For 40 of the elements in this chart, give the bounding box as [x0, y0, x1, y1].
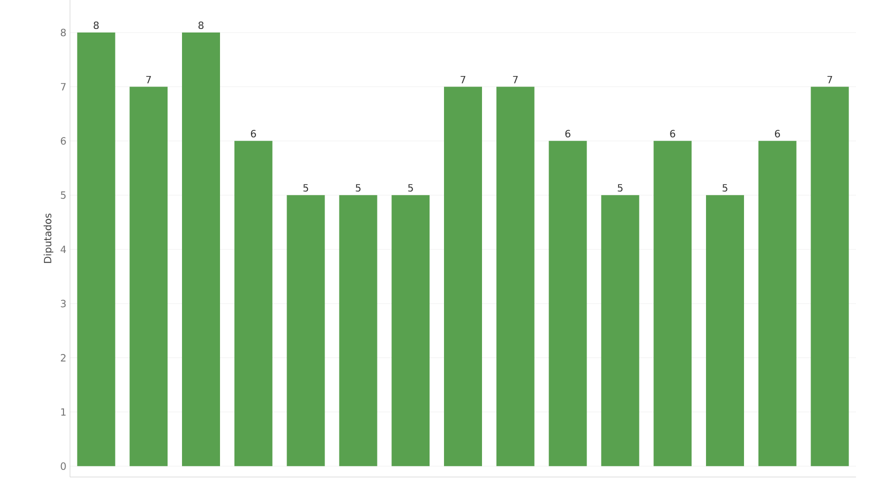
data-label: 5 [356, 184, 361, 192]
data-label: 7 [460, 76, 466, 84]
data-label: 5 [618, 184, 623, 192]
data-label: 7 [146, 76, 151, 84]
y-tick-label: 6 [60, 137, 66, 145]
y-tick-label: 2 [60, 354, 66, 362]
bar [810, 86, 849, 466]
data-label: 6 [774, 130, 780, 138]
bar [444, 86, 482, 466]
bar [548, 140, 587, 466]
data-label: 6 [670, 130, 676, 138]
bar [130, 86, 168, 466]
bar [601, 195, 640, 466]
data-label: 6 [565, 130, 570, 138]
data-label: 5 [722, 184, 728, 192]
y-axis-title: Diputados [44, 214, 54, 263]
bar [706, 195, 744, 466]
data-label: 8 [94, 21, 99, 30]
bar [182, 32, 220, 466]
data-label: 7 [827, 76, 832, 84]
y-tick-label: 4 [60, 246, 66, 253]
y-tick-label: 8 [60, 28, 66, 36]
y-tick-label: 0 [60, 462, 66, 470]
y-tick-label: 1 [61, 408, 66, 416]
bar [339, 195, 378, 466]
bar [234, 140, 272, 466]
data-label: 8 [198, 21, 204, 30]
data-label: 6 [250, 130, 256, 138]
bar [496, 86, 534, 466]
bar [286, 195, 325, 466]
bar [77, 32, 116, 466]
data-label: 5 [408, 184, 413, 192]
data-label: 7 [513, 76, 518, 84]
y-tick-label: 7 [60, 83, 66, 90]
y-tick-label: 5 [60, 191, 66, 199]
bar [758, 140, 796, 466]
bar [392, 195, 430, 466]
bar [654, 140, 692, 466]
data-label: 5 [303, 184, 308, 192]
y-tick-label: 3 [60, 300, 66, 308]
